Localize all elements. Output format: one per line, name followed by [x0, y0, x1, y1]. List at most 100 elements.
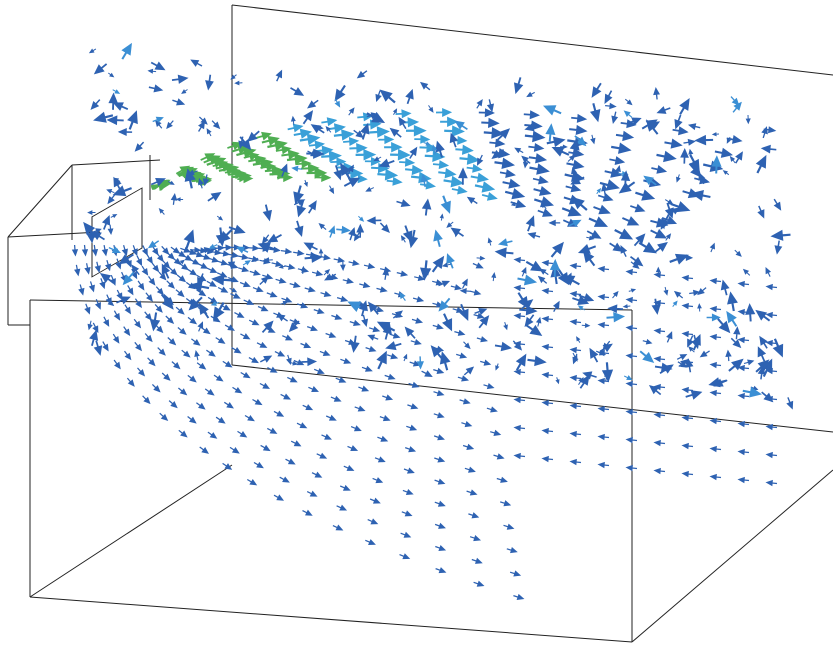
velocity-arrow [525, 260, 544, 272]
velocity-arrow [614, 228, 634, 240]
velocity-arrow [473, 312, 485, 319]
velocity-arrow [774, 240, 783, 255]
velocity-arrow [280, 393, 291, 400]
velocity-arrow [496, 128, 511, 141]
velocity-arrow [423, 141, 431, 146]
velocity-arrow [163, 293, 171, 306]
velocity-arrow [94, 261, 101, 273]
velocity-arrow [121, 42, 132, 60]
velocity-arrow [133, 318, 142, 329]
velocity-arrow [189, 281, 210, 293]
velocity-arrow [318, 223, 327, 231]
velocity-arrow [569, 262, 582, 270]
velocity-arrow [432, 301, 444, 308]
velocity-arrow [434, 478, 446, 485]
velocity-arrow [332, 524, 344, 531]
velocity-arrow [400, 235, 406, 243]
velocity-arrow [596, 187, 602, 195]
velocity-arrow [586, 235, 595, 241]
velocity-arrow [681, 442, 694, 450]
velocity-arrow [643, 175, 657, 186]
velocity-arrow [280, 300, 289, 306]
velocity-arrow [496, 476, 508, 483]
velocity-arrow [572, 295, 590, 306]
velocity-arrow [267, 427, 278, 434]
velocity-arrow [765, 479, 778, 487]
velocity-arrow [376, 321, 396, 333]
velocity-arrow [627, 117, 642, 126]
velocity-arrow [343, 137, 360, 147]
velocity-arrow [683, 138, 696, 146]
velocity-arrow [310, 124, 325, 134]
velocity-arrow [765, 367, 778, 375]
velocity-arrow [454, 120, 468, 131]
velocity-arrow [112, 333, 120, 344]
velocity-arrow [552, 300, 560, 313]
velocity-arrow [273, 494, 285, 501]
velocity-arrow [304, 252, 323, 263]
velocity-arrow [396, 199, 411, 208]
velocity-arrow [113, 177, 121, 183]
velocity-arrow [577, 243, 597, 254]
velocity-arrow [175, 197, 184, 202]
velocity-arrow [449, 132, 459, 148]
velocity-arrow [568, 219, 582, 228]
velocity-arrow [466, 196, 478, 205]
velocity-arrow [711, 132, 720, 137]
velocity-arrow [714, 147, 733, 158]
velocity-arrow [293, 249, 305, 257]
velocity-arrow [146, 253, 153, 265]
velocity-arrow [471, 557, 483, 564]
velocity-arrow [359, 281, 371, 289]
velocity-arrow [361, 314, 369, 327]
velocity-arrow [599, 179, 620, 191]
velocity-arrow [527, 232, 541, 240]
velocity-arrow [648, 385, 662, 396]
velocity-arrow [578, 377, 584, 385]
velocity-arrow [431, 255, 445, 273]
velocity-arrow [541, 455, 554, 463]
velocity-arrow [372, 477, 384, 484]
velocity-arrow [184, 168, 196, 189]
velocity-arrow [390, 148, 411, 161]
velocity-arrow [597, 377, 610, 385]
velocity-arrow [672, 126, 689, 136]
velocity-arrow [229, 244, 242, 251]
velocity-arrow [435, 107, 453, 117]
velocity-arrow [589, 103, 601, 123]
velocity-arrow [230, 292, 241, 299]
velocity-arrow [145, 292, 153, 302]
velocity-arrow [84, 303, 91, 315]
velocity-arrow [494, 157, 516, 170]
velocity-arrow [478, 315, 490, 329]
velocity-arrow [697, 287, 707, 296]
velocity-arrow [246, 130, 260, 142]
velocity-arrow [99, 272, 115, 284]
velocity-arrow [623, 110, 633, 118]
velocity-arrow [330, 157, 347, 167]
velocity-arrow [117, 128, 133, 137]
velocity-arrow [597, 461, 610, 469]
velocity-arrow [742, 386, 762, 398]
velocity-arrow [222, 360, 233, 368]
velocity-arrow [572, 353, 579, 365]
velocity-arrow [365, 186, 375, 192]
velocity-arrow [401, 510, 413, 517]
velocity-arrow [510, 202, 519, 207]
velocity-arrow [548, 219, 561, 227]
velocity-arrow [158, 271, 167, 281]
velocity-arrow [126, 377, 135, 387]
velocity-arrow [386, 353, 399, 360]
velocity-arrow [755, 154, 767, 174]
box-edge [29, 596, 633, 643]
velocity-arrow [375, 90, 382, 103]
velocity-arrow [578, 293, 595, 302]
velocity-arrow [161, 259, 171, 269]
velocity-arrow [513, 256, 526, 264]
velocity-arrow [106, 299, 115, 307]
velocity-arrow [433, 367, 445, 374]
velocity-arrow [159, 412, 169, 422]
velocity-arrow [367, 301, 379, 315]
velocity-arrow [569, 138, 580, 157]
velocity-arrow [211, 120, 221, 130]
